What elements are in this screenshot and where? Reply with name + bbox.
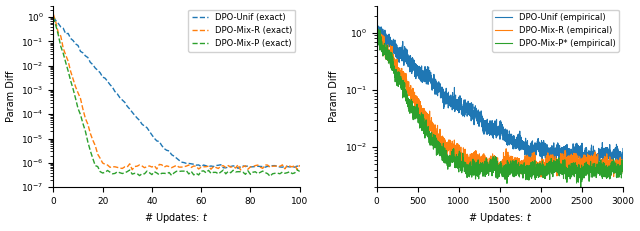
DPO-Mix-R (empirical) [373,25,381,27]
Line: DPO-Mix-R (empirical): DPO-Mix-R (empirical) [377,26,623,177]
X-axis label: # Updates: $t$: # Updates: $t$ [468,211,532,225]
DPO-Mix-P* (empirical) [522,171,530,173]
DPO-Unif (exact) [49,16,57,18]
DPO-Mix-P* (empirical) [577,186,584,188]
DPO-Unif (empirical) [454,100,462,103]
DPO-Mix-R (exact) [197,166,205,169]
DPO-Mix-P* (empirical) [373,31,381,34]
DPO-Mix-R (exact) [49,13,57,16]
DPO-Mix-R (empirical) [522,159,530,162]
DPO-Mix-R (empirical) [373,31,381,34]
Legend: DPO-Unif (exact), DPO-Mix-R (exact), DPO-Mix-P (exact): DPO-Unif (exact), DPO-Mix-R (exact), DPO… [188,10,296,52]
DPO-Unif (exact) [237,165,244,168]
Y-axis label: Param Diff: Param Diff [329,71,339,122]
DPO-Unif (exact) [67,37,74,40]
Line: DPO-Mix-P* (empirical): DPO-Mix-P* (empirical) [377,24,623,187]
DPO-Mix-R (exact) [296,164,303,167]
DPO-Unif (empirical) [591,166,599,168]
Line: DPO-Unif (exact): DPO-Unif (exact) [53,17,300,168]
DPO-Mix-R (empirical) [422,117,429,119]
Line: DPO-Mix-R (exact): DPO-Mix-R (exact) [53,14,300,170]
DPO-Unif (empirical) [373,31,381,34]
DPO-Mix-R (exact) [163,164,170,167]
DPO-Mix-P (exact) [49,16,57,18]
DPO-Unif (exact) [296,166,303,168]
DPO-Mix-P* (empirical) [619,168,627,171]
DPO-Mix-P (exact) [67,79,74,82]
DPO-Mix-R (empirical) [454,149,462,152]
DPO-Mix-R (exact) [234,163,242,166]
DPO-Mix-P (exact) [296,170,303,173]
DPO-Mix-R (empirical) [471,159,479,162]
DPO-Unif (exact) [111,90,119,93]
Legend: DPO-Unif (empirical), DPO-Mix-R (empirical), DPO-Mix-P* (empirical): DPO-Unif (empirical), DPO-Mix-R (empiric… [492,10,619,52]
DPO-Unif (exact) [163,149,170,152]
DPO-Mix-P (exact) [234,170,242,173]
DPO-Mix-R (exact) [111,165,119,168]
X-axis label: # Updates: $t$: # Updates: $t$ [145,211,209,225]
DPO-Mix-P (exact) [266,175,274,178]
Line: DPO-Mix-P (exact): DPO-Mix-P (exact) [53,17,300,176]
Line: DPO-Unif (empirical): DPO-Unif (empirical) [377,26,623,167]
DPO-Mix-P (exact) [163,172,170,175]
DPO-Unif (exact) [222,166,230,169]
DPO-Mix-P* (empirical) [608,160,616,163]
DPO-Mix-R (exact) [237,169,244,171]
DPO-Unif (exact) [197,165,205,168]
DPO-Unif (empirical) [374,24,382,27]
DPO-Mix-R (empirical) [619,168,627,170]
DPO-Mix-P (exact) [111,172,119,175]
Y-axis label: Param Diff: Param Diff [6,71,15,122]
DPO-Mix-R (empirical) [520,176,527,178]
DPO-Mix-P* (empirical) [373,22,381,25]
DPO-Mix-P* (empirical) [471,169,479,172]
DPO-Mix-P* (empirical) [492,161,499,164]
DPO-Mix-R (exact) [67,70,74,73]
DPO-Mix-R (empirical) [492,159,499,161]
DPO-Mix-R (exact) [222,166,230,169]
DPO-Unif (empirical) [422,79,429,81]
DPO-Unif (exact) [234,167,242,170]
DPO-Mix-P (exact) [222,173,230,175]
DPO-Unif (empirical) [522,148,530,150]
DPO-Mix-P* (empirical) [422,132,429,135]
DPO-Mix-R (empirical) [608,162,616,164]
DPO-Mix-P* (empirical) [454,160,462,162]
DPO-Unif (empirical) [608,153,616,156]
DPO-Mix-P (exact) [197,170,205,173]
DPO-Unif (empirical) [619,147,627,150]
DPO-Unif (empirical) [492,119,499,122]
DPO-Unif (empirical) [471,116,479,119]
